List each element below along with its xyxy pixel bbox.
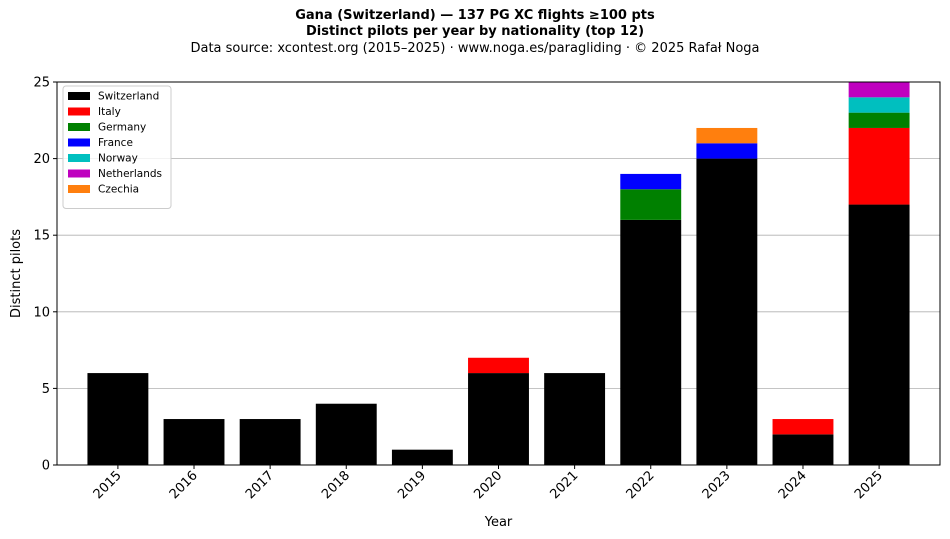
chart-title: Gana (Switzerland) — 137 PG XC flights ≥… <box>295 8 655 23</box>
chart-subtitle-bold: Distinct pilots per year by nationality … <box>305 24 645 39</box>
bar-segment-switzerland-2019 <box>391 449 453 465</box>
legend-swatch <box>68 107 90 116</box>
x-tick-label: 2021 <box>547 468 581 502</box>
legend-label: Germany <box>98 122 146 134</box>
chart-source-line: Data source: xcontest.org (2015–2025) · … <box>190 41 760 56</box>
bar-segment-switzerland-2015 <box>87 373 149 465</box>
x-tick-label: 2019 <box>395 468 429 502</box>
legend-label: Switzerland <box>98 91 159 103</box>
y-tick-label: 10 <box>33 305 50 320</box>
bar-segment-netherlands-2025 <box>848 82 910 98</box>
bar-segment-switzerland-2016 <box>163 419 225 465</box>
x-tick-label: 2015 <box>91 468 125 502</box>
legend-label: Italy <box>98 106 121 118</box>
gridlines <box>57 158 940 389</box>
legend: Switzerland Italy Germany France Norway Nethe… <box>62 85 172 209</box>
x-tick-label: 2018 <box>319 468 353 502</box>
y-axis-ticks: 0 5 10 15 20 25 <box>33 76 57 474</box>
bar-segment-switzerland-2022 <box>620 219 682 465</box>
bar-segment-switzerland-2020 <box>468 373 529 465</box>
legend-label: Netherlands <box>98 168 162 180</box>
legend-swatch <box>68 138 90 147</box>
x-tick-label: 2022 <box>624 468 658 502</box>
bar-segment-france-2023 <box>696 143 758 159</box>
y-tick-label: 0 <box>42 459 50 474</box>
legend-swatch <box>68 123 90 131</box>
y-axis-label: Distinct pilots <box>9 229 24 318</box>
legend-label: Norway <box>98 153 138 165</box>
legend-label: Czechia <box>98 184 139 196</box>
y-tick-label: 5 <box>42 382 50 397</box>
bar-segment-france-2022 <box>620 173 682 190</box>
legend-box <box>62 85 172 209</box>
bar-segment-germany-2025 <box>848 112 910 128</box>
legend-swatch <box>68 185 90 193</box>
x-tick-label: 2025 <box>852 468 886 502</box>
x-tick-label: 2017 <box>243 468 277 502</box>
title-block: Gana (Switzerland) — 137 PG XC flights ≥… <box>0 8 950 57</box>
bar-segment-italy-2024 <box>772 419 834 435</box>
bar-segment-italy-2025 <box>848 127 910 205</box>
legend-swatch <box>68 92 90 100</box>
bar-segment-switzerland-2018 <box>315 403 377 465</box>
bar-segment-switzerland-2021 <box>544 373 606 465</box>
x-tick-label: 2020 <box>471 468 505 502</box>
bar-segment-switzerland-2017 <box>239 419 301 465</box>
bar-segment-switzerland-2025 <box>848 204 910 465</box>
y-tick-label: 15 <box>33 229 50 244</box>
x-tick-label: 2024 <box>776 468 810 502</box>
x-tick-label: 2016 <box>167 468 201 502</box>
bar-segment-switzerland-2024 <box>772 434 834 465</box>
bars <box>87 82 910 465</box>
bar-segment-italy-2020 <box>468 357 529 374</box>
bar-segment-switzerland-2023 <box>696 158 758 465</box>
x-axis-label: Year <box>484 515 513 530</box>
bar-segment-germany-2022 <box>620 189 682 220</box>
legend-label: France <box>98 137 133 149</box>
x-axis-ticks: 2015 2016 2017 2018 2019 2020 2021 2022 2023 2024… <box>91 465 886 502</box>
legend-swatch <box>68 154 90 162</box>
y-tick-label: 20 <box>33 152 50 167</box>
legend-swatch <box>68 169 90 178</box>
x-tick-label: 2023 <box>700 468 734 502</box>
bar-segment-norway-2025 <box>848 97 910 113</box>
bar-segment-czechia-2023 <box>696 127 758 144</box>
y-tick-label: 25 <box>33 76 50 91</box>
